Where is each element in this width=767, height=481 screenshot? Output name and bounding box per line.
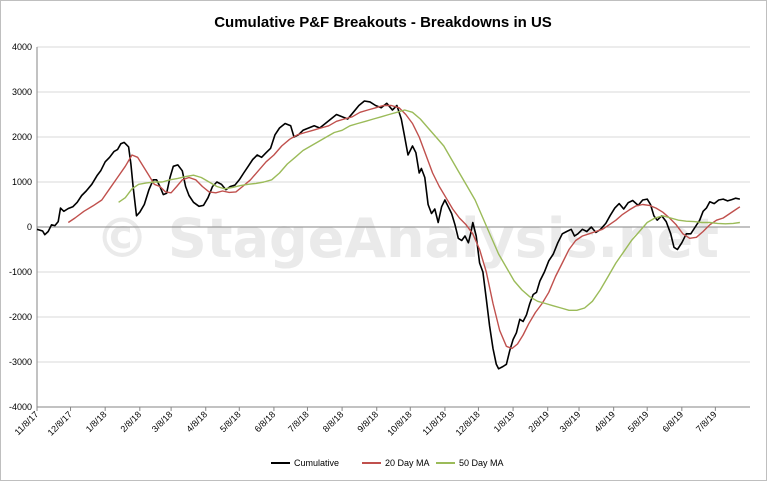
x-tick-label: 6/8/19 (660, 409, 685, 434)
chart-title: Cumulative P&F Breakouts - Breakdowns in… (214, 14, 552, 31)
x-tick-label: 12/8/18 (454, 409, 482, 437)
x-tick-label: 12/8/17 (46, 409, 74, 437)
x-tick-label: 5/8/18 (218, 409, 243, 434)
x-tick-label: 9/8/18 (355, 409, 380, 434)
series-lines (36, 100, 741, 370)
y-tick-label: 0 (27, 222, 32, 232)
x-tick-label: 5/8/19 (626, 409, 651, 434)
y-tick-label: 1000 (12, 177, 32, 187)
x-tick-label: 1/8/18 (84, 409, 109, 434)
y-tick-label: 3000 (12, 87, 32, 97)
x-tick-label: 2/8/18 (118, 409, 143, 434)
y-tick-label: -3000 (9, 357, 32, 367)
series-line-2 (67, 104, 741, 350)
x-tick-label: 8/8/18 (321, 409, 346, 434)
x-tick-label: 10/8/18 (385, 409, 413, 437)
x-tick-label: 1/8/19 (492, 409, 517, 434)
x-tick-label: 7/8/19 (694, 409, 719, 434)
x-tick-label: 4/8/19 (592, 409, 617, 434)
x-tick-label: 7/8/18 (286, 409, 311, 434)
x-tick-label: 6/8/18 (253, 409, 278, 434)
series-line-1 (36, 100, 741, 370)
x-tick-label: 11/8/17 (13, 409, 41, 437)
x-tick-label: 2/8/19 (526, 409, 551, 434)
x-tick-label: 11/8/18 (420, 409, 448, 437)
legend-label-2: 20 Day MA (385, 458, 430, 468)
x-tick-label: 3/8/19 (558, 409, 583, 434)
x-tick-label: 3/8/18 (150, 409, 175, 434)
y-tick-label: 4000 (12, 42, 32, 52)
legend-label-1: Cumulative (294, 458, 339, 468)
y-tick-label: 2000 (12, 132, 32, 142)
legend: Cumulative 20 Day MA 50 Day MA (271, 458, 504, 468)
y-tick-label: -2000 (9, 312, 32, 322)
y-tick-label: -1000 (9, 267, 32, 277)
x-tick-label: 4/8/18 (184, 409, 209, 434)
legend-label-3: 50 Day MA (459, 458, 504, 468)
series-line-3 (118, 109, 740, 311)
y-tick-label: -4000 (9, 402, 32, 412)
watermark-text: © StageAnalysis.net (95, 207, 719, 270)
